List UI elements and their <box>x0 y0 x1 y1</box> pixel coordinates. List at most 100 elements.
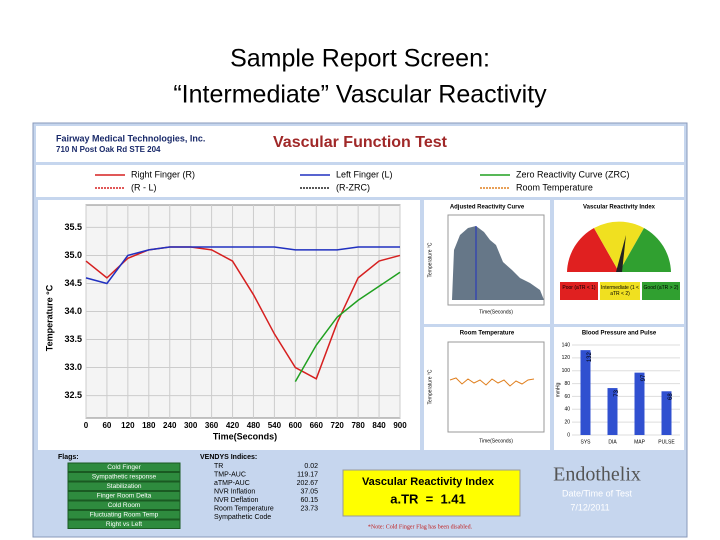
flag-label: Cold Finger <box>107 464 141 471</box>
chart-title: Adjusted Reactivity Curve <box>450 205 525 211</box>
axis-label: Time(Seconds) <box>479 309 513 315</box>
index-name: TR <box>214 463 223 470</box>
flags-label: Flags: <box>58 454 79 461</box>
flag-button <box>67 491 181 501</box>
legend-label: (R - L) <box>131 182 157 192</box>
note: *Note: Cold Finger Flag has been disable… <box>368 524 473 530</box>
gauge-label: Intermediate (1 < aTR < 2) <box>601 285 639 297</box>
flag-button <box>67 500 181 510</box>
flag-button <box>67 510 181 520</box>
legend-label: Room Temperature <box>516 182 593 192</box>
y-tick-label: 33.0 <box>64 362 82 372</box>
bar <box>634 372 645 435</box>
axis-label: Temperature °C <box>427 242 433 277</box>
y-tick-label: 100 <box>562 368 571 374</box>
company: Fairway Medical Technologies, Inc. <box>56 133 205 143</box>
y-tick-label: 32.5 <box>64 390 82 400</box>
vri-box <box>342 469 521 517</box>
index-name: TMP-AUC <box>214 471 246 478</box>
flag-label: Finger Room Delta <box>97 493 152 500</box>
x-tick-label: 300 <box>184 421 198 430</box>
axis-label: Temperature °C <box>427 369 433 404</box>
gauge-good <box>619 228 671 272</box>
axis-label: mmHg <box>555 382 561 397</box>
index-name: Room Temperature <box>214 505 274 512</box>
x-tick-label: 780 <box>351 421 365 430</box>
x-tick-label: 600 <box>289 421 303 430</box>
gauge-intermediate <box>594 221 644 272</box>
header-panel <box>36 126 684 162</box>
index-name: Sympathetic Code <box>214 514 271 521</box>
x-tick-label: SYS <box>580 439 591 445</box>
series-line <box>294 271 401 382</box>
bar <box>607 388 618 435</box>
x-tick-label: 540 <box>268 421 282 430</box>
gauge-label-text: Intermediate (1 < aTR < 2) <box>601 285 639 297</box>
gauge-poor <box>567 228 619 272</box>
gauge-label: Poor (aTR < 1) <box>562 285 595 291</box>
x-tick-label: 840 <box>372 421 386 430</box>
room-chart-panel <box>424 327 550 450</box>
slide-title: “Intermediate” Vascular Reactivity <box>173 81 547 109</box>
bar-label: 68 <box>668 393 674 400</box>
series-line <box>85 246 401 380</box>
y-tick-label: 35.0 <box>64 250 82 260</box>
x-tick-label: 180 <box>142 421 156 430</box>
bar <box>661 391 672 435</box>
vri-title: Vascular Reactivity Index <box>362 476 495 488</box>
bar-label: 132 <box>587 351 593 362</box>
gauge-label: Good (aTR > 2) <box>643 285 679 291</box>
flag-button <box>67 481 181 491</box>
vri-value: a.TR = 1.41 <box>390 491 466 506</box>
flag-button <box>67 519 181 529</box>
y-tick-label: 35.5 <box>64 222 82 232</box>
x-tick-label: MAP <box>634 439 646 445</box>
reactivity-area <box>452 226 544 300</box>
index-name: NVR Deflation <box>214 497 258 504</box>
address: 710 N Post Oak Rd STE 204 <box>56 145 161 154</box>
flag-label: Cold Room <box>108 502 141 509</box>
bar-label: 73 <box>614 389 620 396</box>
x-tick-label: 900 <box>393 421 407 430</box>
legend-label: Left Finger (L) <box>336 169 393 179</box>
x-tick-label: 720 <box>331 421 345 430</box>
index-value: 119.17 <box>297 471 318 478</box>
index-value: 37.05 <box>300 488 318 495</box>
plot-frame <box>447 341 545 433</box>
gauge-label-box <box>560 282 598 300</box>
y-tick-label: 34.0 <box>64 306 82 316</box>
report-title: Vascular Function Test <box>273 134 448 151</box>
y-tick-label: 120 <box>562 355 571 361</box>
date-label: Date/Time of Test <box>562 488 633 498</box>
flag-label: Right vs Left <box>106 521 142 528</box>
axis-label: Time(Seconds) <box>479 438 513 444</box>
legend-label: (R-ZRC) <box>336 182 370 192</box>
y-tick-label: 20 <box>564 419 570 425</box>
y-tick-label: 80 <box>564 381 570 387</box>
x-tick-label: 60 <box>102 421 111 430</box>
date: 7/12/2011 <box>570 502 609 512</box>
indices-label: VENDYS Indices: <box>200 454 257 461</box>
y-tick-label: 33.5 <box>64 334 82 344</box>
gauge-label-text: Good (aTR > 2) <box>643 285 679 291</box>
legend-label: Right Finger (R) <box>131 169 195 179</box>
bar-label: 97 <box>641 374 647 381</box>
x-tick-label: 420 <box>226 421 240 430</box>
index-value: 23.73 <box>300 505 318 512</box>
gauge-label-box <box>600 282 640 300</box>
series-line <box>85 246 400 285</box>
x-tick-label: 240 <box>163 421 177 430</box>
chart-title: Room Temperature <box>460 331 515 337</box>
y-tick-label: 60 <box>564 394 570 400</box>
axis-label: Temperature °C <box>44 284 54 351</box>
chart-title: Vascular Reactivity Index <box>583 205 656 211</box>
flag-label: Fluctuating Room Temp <box>90 512 159 519</box>
x-tick-label: 0 <box>84 421 89 430</box>
y-tick-label: 40 <box>564 407 570 413</box>
slide-title: Sample Report Screen: <box>230 45 490 73</box>
brand-name: Endothelix <box>553 464 641 486</box>
flag-button <box>67 472 181 482</box>
room-temp-line <box>449 377 535 387</box>
axis-label: Time(Seconds) <box>213 431 277 441</box>
